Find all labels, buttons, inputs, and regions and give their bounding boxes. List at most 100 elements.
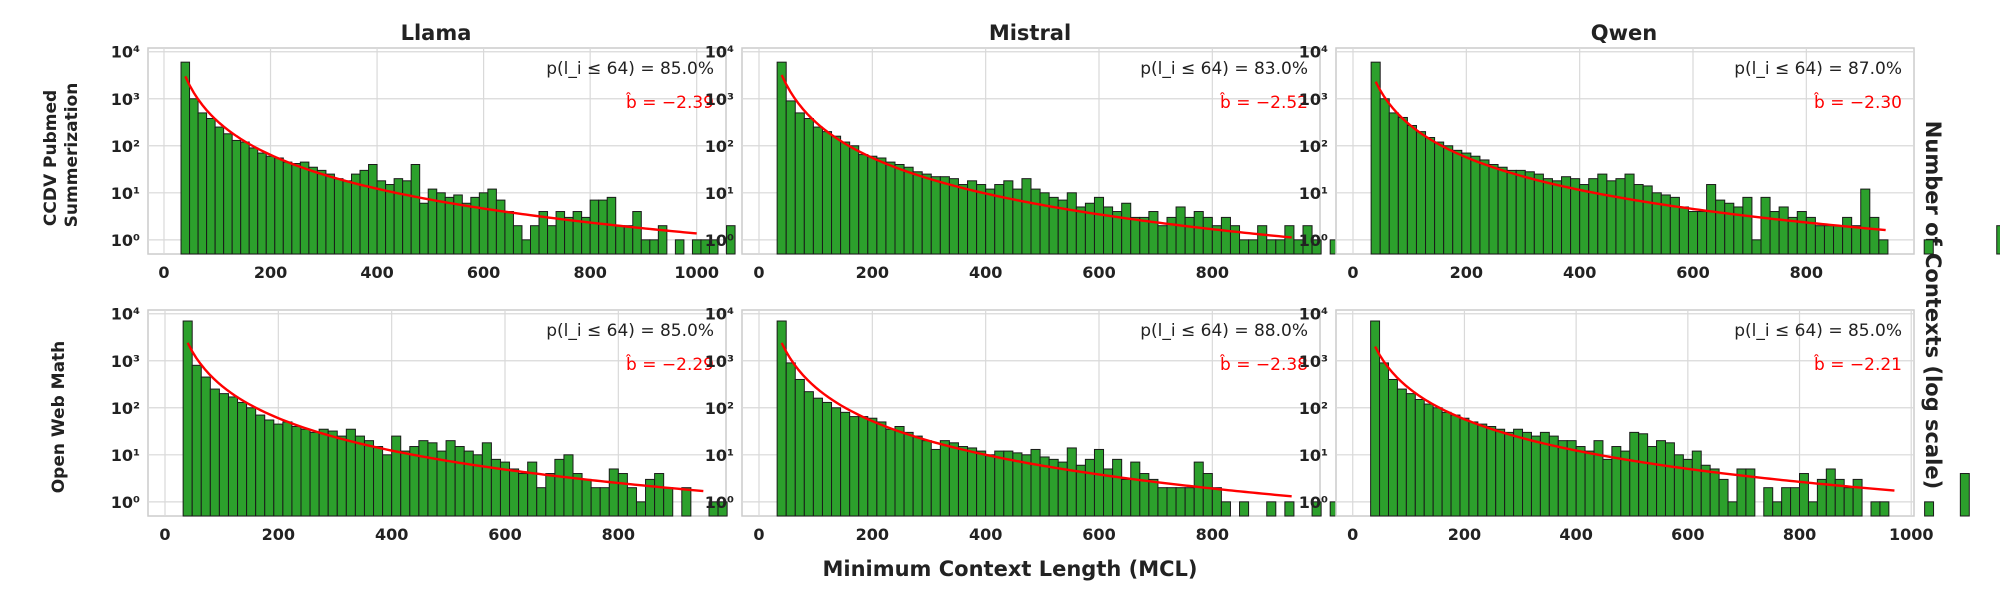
histogram-bar <box>1524 171 1535 255</box>
histogram-bar <box>1130 216 1141 255</box>
probability-annotation: p(l_i ≤ 64) = 85.0% <box>546 59 714 79</box>
histogram-bar <box>1697 211 1708 255</box>
histogram-bar <box>255 414 266 517</box>
histogram-bar <box>1843 487 1854 517</box>
histogram-bar <box>1148 211 1159 255</box>
histogram-bar <box>1879 501 1890 517</box>
histogram-bar <box>1450 414 1461 517</box>
histogram-bar <box>1397 116 1408 255</box>
histogram-bar <box>518 473 529 517</box>
histogram-bar <box>529 225 540 255</box>
histogram-bar <box>821 401 833 517</box>
histogram-bar <box>632 211 642 255</box>
x-tick-label: 0 <box>159 525 170 544</box>
x-tick-label: 800 <box>602 525 635 544</box>
y-tick-label: 10⁰ <box>1299 231 1328 250</box>
x-tick-label: 400 <box>969 263 1002 282</box>
histogram-bar <box>1522 431 1532 517</box>
y-tick-label: 10⁴ <box>1299 305 1328 324</box>
row-label-ccdv-pubmed: CCDV Pubmed Summerization <box>41 83 82 228</box>
histogram-bar <box>427 442 438 517</box>
histogram-bar <box>1030 188 1041 255</box>
row-label-open-web-math: Open Web Math <box>49 341 69 494</box>
histogram-bar <box>1515 169 1526 255</box>
histogram-bar <box>1542 178 1553 255</box>
histogram-bar <box>487 188 497 255</box>
row-label-ccdv-line2: Summerization <box>62 83 82 228</box>
histogram-bar <box>985 188 996 255</box>
histogram-bar <box>1184 216 1195 255</box>
histogram-bar <box>1121 478 1132 517</box>
histogram-bar <box>967 447 978 517</box>
histogram-bar <box>554 458 565 517</box>
histogram-bar <box>1477 423 1488 517</box>
x-tick-label: 0 <box>1347 263 1358 282</box>
x-tick-label: 600 <box>488 525 521 544</box>
power-law-fit-line <box>1374 346 1895 492</box>
histogram-bar <box>1814 225 1825 255</box>
histogram-bar <box>1924 501 1935 517</box>
x-tick-label: 600 <box>1676 263 1709 282</box>
x-tick-label: 600 <box>467 263 500 282</box>
x-tick-label: 800 <box>1790 263 1823 282</box>
histogram-bar <box>1923 239 1934 255</box>
histogram-bar <box>803 118 814 255</box>
probability-annotation: p(l_i ≤ 64) = 87.0% <box>1734 59 1902 79</box>
histogram-bar <box>1488 163 1499 255</box>
histogram-bar <box>1030 448 1041 517</box>
y-tick-label: 10⁰ <box>111 231 140 250</box>
y-tick-label: 10⁴ <box>705 305 734 324</box>
histogram-bar <box>318 428 329 517</box>
histogram-bar <box>1615 178 1626 255</box>
y-tick-label: 10¹ <box>111 446 140 465</box>
histogram-bar <box>282 161 293 255</box>
histogram-bar <box>1103 206 1114 255</box>
panel-2: 0 200 400 600 800 10⁰ 10¹ 10² 10³ 10⁴ p(l_i ≤ 64) … <box>1299 43 2000 282</box>
histogram-bar <box>948 442 959 517</box>
x-tick-label: 600 <box>1082 263 1115 282</box>
x-tick-label: 200 <box>856 525 889 544</box>
histogram-bar <box>1039 192 1050 255</box>
histogram-bar <box>581 478 592 517</box>
histogram-bar <box>1388 112 1399 255</box>
histogram-bar <box>608 468 619 517</box>
histogram-bar <box>1311 239 1322 255</box>
histogram-bar <box>1825 468 1836 517</box>
histogram-bar <box>894 425 905 517</box>
histogram-bar <box>785 362 796 517</box>
y-tick-label: 10³ <box>111 90 140 109</box>
histogram-bar <box>1709 468 1720 517</box>
histogram-bar <box>589 199 600 255</box>
histogram-bar <box>264 419 275 517</box>
histogram-bar <box>921 173 932 255</box>
y-tick-label: 10¹ <box>705 446 734 465</box>
x-tick-label: 800 <box>1196 525 1229 544</box>
histogram-bar <box>876 421 887 517</box>
histogram-bar <box>1778 206 1789 255</box>
histogram-bar <box>282 421 293 517</box>
histogram-bar <box>623 225 634 255</box>
x-tick-label: 400 <box>360 263 393 282</box>
column-title-mistral: Mistral <box>989 21 1071 45</box>
histogram-bar <box>939 440 950 517</box>
y-tick-label: 10¹ <box>1299 184 1328 203</box>
y-tick-label: 10⁴ <box>705 43 734 62</box>
x-tick-label: 200 <box>1450 263 1483 282</box>
histogram-bar <box>776 61 787 255</box>
histogram-bar <box>930 448 941 517</box>
histogram-bar <box>1724 202 1735 255</box>
probability-annotation: p(l_i ≤ 64) = 85.0% <box>1734 321 1902 341</box>
histogram-bar <box>1093 196 1105 255</box>
histogram-bar <box>1870 501 1881 517</box>
histogram-bar <box>717 501 728 517</box>
histogram-bar <box>1664 442 1675 517</box>
histogram-bar <box>368 163 378 255</box>
histogram-bar <box>976 450 987 517</box>
x-tick-label: 1000 <box>674 263 719 282</box>
histogram-bar <box>1597 173 1608 255</box>
histogram-bar <box>265 155 276 255</box>
